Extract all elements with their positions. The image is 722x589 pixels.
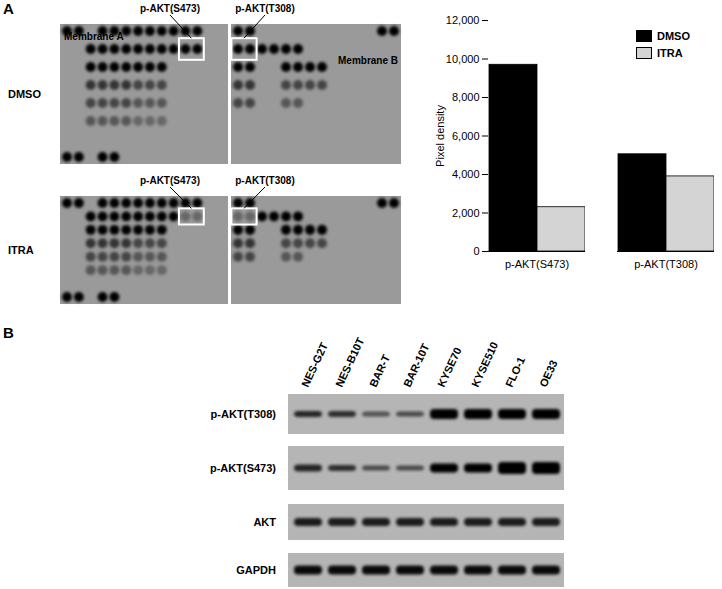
svg-text:6,000: 6,000: [452, 130, 480, 142]
svg-text:10,000: 10,000: [446, 53, 480, 65]
svg-text:KYSE510: KYSE510: [469, 340, 500, 389]
svg-text:Membrane A: Membrane A: [64, 31, 124, 42]
svg-text:4,000: 4,000: [452, 168, 480, 180]
svg-text:GAPDH: GAPDH: [236, 564, 276, 576]
svg-text:2,000: 2,000: [452, 207, 480, 219]
svg-text:NES-B10T: NES-B10T: [333, 335, 366, 389]
svg-text:p-AKT(S473): p-AKT(S473): [140, 3, 200, 14]
svg-text:ITRA: ITRA: [8, 244, 34, 256]
svg-text:B: B: [3, 324, 14, 341]
svg-text:AKT: AKT: [253, 516, 276, 528]
html-text:DMSO: DMSO: [657, 30, 690, 42]
svg-text:A: A: [3, 0, 14, 17]
svg-text:p-AKT(S473): p-AKT(S473): [505, 258, 569, 270]
html-text:ITRA: ITRA: [657, 47, 683, 59]
svg-text:p-AKT(T308): p-AKT(T308): [235, 3, 294, 14]
svg-text:p-AKT(S473): p-AKT(S473): [140, 175, 200, 186]
svg-text:p-AKT(T308): p-AKT(T308): [235, 175, 294, 186]
svg-text:0: 0: [473, 245, 479, 257]
svg-text:FLO-1: FLO-1: [503, 355, 527, 389]
svg-text:DMSO: DMSO: [8, 88, 41, 100]
svg-text:NES-G2T: NES-G2T: [299, 340, 330, 389]
svg-text:BAR-T: BAR-T: [367, 353, 392, 389]
svg-text:Membrane B: Membrane B: [338, 55, 398, 66]
svg-text:Pixel density: Pixel density: [434, 105, 446, 167]
svg-text:12,000: 12,000: [446, 14, 480, 26]
svg-text:p-AKT(T308): p-AKT(T308): [634, 258, 698, 270]
svg-text:p-AKT(S473): p-AKT(S473): [210, 462, 276, 474]
svg-text:OE33: OE33: [537, 358, 560, 389]
svg-text:KYSE70: KYSE70: [435, 346, 464, 389]
svg-text:BAR-10T: BAR-10T: [401, 341, 432, 388]
svg-text:p-AKT(T308): p-AKT(T308): [211, 408, 277, 420]
svg-text:8,000: 8,000: [452, 91, 480, 103]
